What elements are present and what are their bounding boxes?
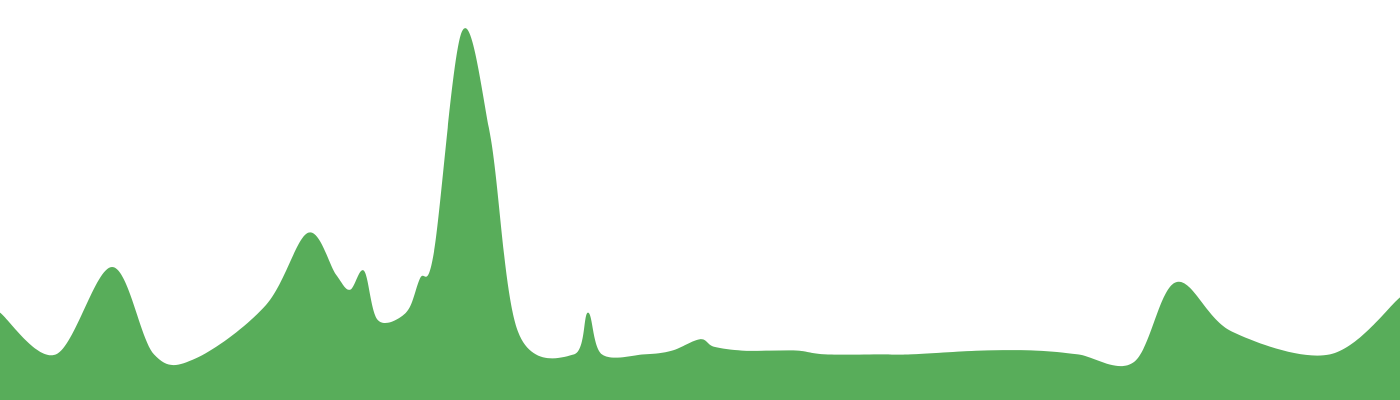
area-series-fill	[0, 28, 1400, 400]
